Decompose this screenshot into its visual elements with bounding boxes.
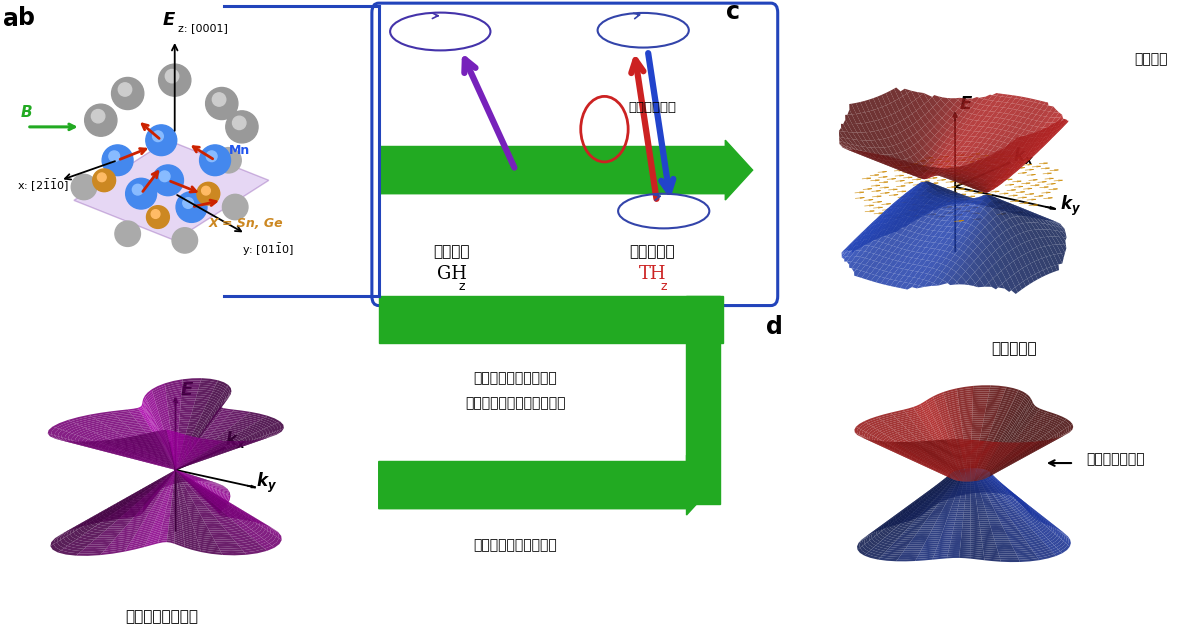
Text: z: z [660,280,667,294]
Text: c: c [726,0,740,24]
Circle shape [160,171,170,181]
Text: 時間反転対称性の破れ: 時間反転対称性の破れ [474,371,557,385]
Circle shape [233,116,246,130]
Text: $\bfit{B}$: $\bfit{B}$ [20,104,32,120]
Text: 強磁性体: 強磁性体 [433,244,470,260]
Circle shape [151,210,160,219]
Text: a: a [4,7,19,31]
Circle shape [102,145,133,176]
Text: y: [01$\bar{1}$0]: y: [01$\bar{1}$0] [242,241,294,258]
Circle shape [112,77,144,110]
Bar [685,296,720,504]
Text: ディラックコーン: ディラックコーン [126,609,198,624]
Circle shape [222,194,248,220]
Circle shape [71,175,97,200]
Circle shape [152,165,184,196]
Circle shape [146,205,169,229]
Circle shape [212,93,226,106]
Circle shape [132,185,143,195]
Circle shape [126,178,156,209]
Text: x: [2$\bar{1}\bar{1}$0]: x: [2$\bar{1}\bar{1}$0] [17,178,68,194]
Circle shape [206,151,217,162]
Circle shape [216,147,241,173]
Text: TH: TH [638,265,666,283]
Text: GH: GH [437,265,467,283]
Polygon shape [74,140,269,241]
FancyArrow shape [379,140,752,200]
Circle shape [202,186,210,195]
Circle shape [92,169,115,192]
FancyBboxPatch shape [372,3,778,306]
Text: ノーダルライン: ノーダルライン [1086,452,1145,466]
Circle shape [115,221,140,246]
Text: 交換相互作用: 交換相互作用 [629,101,677,113]
Text: X = Sn, Ge: X = Sn, Ge [209,217,283,230]
Circle shape [197,182,220,205]
Text: $\bfit{E}$: $\bfit{E}$ [162,11,176,29]
Text: Mn: Mn [228,144,250,157]
Circle shape [176,192,206,222]
Text: z: z [458,280,466,294]
Circle shape [109,151,120,162]
Circle shape [166,69,179,83]
Text: 時間反転対称性の破れ: 時間反転対称性の破れ [474,538,557,552]
Circle shape [119,83,132,96]
Circle shape [226,111,258,143]
Circle shape [146,125,176,156]
Text: d: d [766,315,782,339]
Circle shape [199,145,230,176]
Text: ＋強いスピン軌道相互作用: ＋強いスピン軌道相互作用 [466,396,565,410]
Bar [379,296,722,343]
Text: b: b [18,6,35,30]
Text: 反強磁性体: 反強磁性体 [630,244,676,260]
Circle shape [158,64,191,96]
Text: ワイル金属: ワイル金属 [991,341,1037,356]
Circle shape [182,198,193,209]
Circle shape [205,88,238,120]
FancyArrow shape [379,455,714,515]
Circle shape [97,173,106,181]
Text: z: [0001]: z: [0001] [178,23,228,33]
Circle shape [91,110,104,123]
Circle shape [172,227,198,253]
Text: ワイル点: ワイル点 [1134,52,1168,66]
Circle shape [85,104,116,136]
Circle shape [152,131,163,142]
